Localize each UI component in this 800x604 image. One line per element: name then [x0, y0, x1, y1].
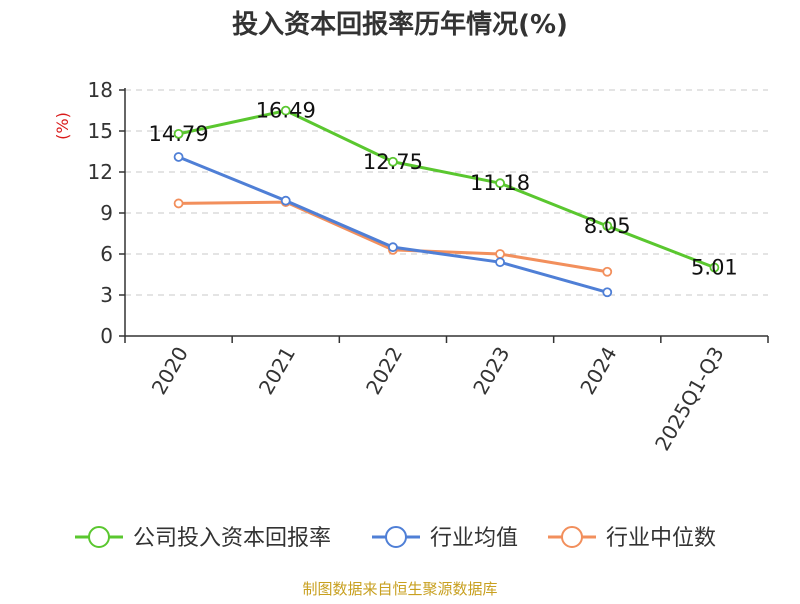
- chart-title: 投入资本回报率历年情况(%): [232, 9, 568, 40]
- series-lines[interactable]: [173, 105, 720, 298]
- data-point[interactable]: [388, 242, 398, 253]
- data-label: 16.49: [256, 99, 316, 123]
- legend-marker-icon: [385, 526, 407, 548]
- data-point[interactable]: [280, 195, 291, 206]
- data-point[interactable]: [495, 257, 505, 268]
- y-axis-label: (%): [53, 112, 72, 140]
- data-point[interactable]: [602, 266, 613, 277]
- legend-label: 行业均值: [430, 526, 518, 551]
- y-tick-label: 0: [100, 324, 113, 348]
- legend-item[interactable]: 行业中位数: [548, 526, 716, 551]
- series-line[interactable]: [178, 109, 715, 269]
- series-line[interactable]: [178, 155, 608, 294]
- legend-label: 行业中位数: [606, 526, 716, 551]
- data-label: 11.18: [470, 171, 530, 195]
- x-tick-label: 2020: [147, 343, 193, 399]
- data-point[interactable]: [173, 152, 184, 162]
- data-label: 12.75: [363, 150, 423, 174]
- grid-lines: [125, 89, 768, 296]
- data-point[interactable]: [602, 287, 613, 298]
- data-point[interactable]: [173, 128, 184, 139]
- x-tick-label: 2022: [361, 343, 407, 399]
- source-note: 制图数据来自恒生聚源数据库: [302, 580, 497, 598]
- x-tick-label: 2023: [468, 343, 514, 399]
- x-tick-label: 2021: [254, 343, 300, 399]
- data-point[interactable]: [280, 105, 291, 116]
- data-point[interactable]: [709, 262, 720, 273]
- legend[interactable]: 公司投入资本回报率 行业均值 行业中位数: [75, 526, 716, 551]
- data-label: 8.05: [584, 214, 631, 238]
- y-tick-label: 12: [88, 160, 113, 184]
- x-tick-label: 2024: [575, 343, 621, 399]
- y-tick-label: 15: [88, 119, 113, 143]
- data-point[interactable]: [602, 221, 613, 231]
- legend-marker-icon: [88, 526, 110, 548]
- y-tick-label: 6: [100, 242, 113, 266]
- data-point[interactable]: [388, 156, 398, 167]
- legend-marker-icon: [561, 526, 583, 548]
- data-point[interactable]: [495, 249, 505, 259]
- data-labels: 14.79 16.49 12.75 11.18 8.05 5.01: [149, 99, 738, 280]
- legend-label: 公司投入资本回报率: [133, 526, 331, 551]
- y-tick-label: 9: [100, 201, 113, 225]
- y-tick-label: 18: [88, 78, 113, 102]
- legend-item[interactable]: 公司投入资本回报率: [75, 526, 331, 551]
- legend-item[interactable]: 行业均值: [372, 526, 518, 551]
- data-point[interactable]: [495, 178, 505, 189]
- data-label: 14.79: [149, 122, 209, 146]
- data-label: 5.01: [691, 256, 738, 280]
- data-point[interactable]: [173, 198, 184, 209]
- x-tick-label: 2025Q1-Q3: [650, 343, 729, 455]
- y-tick-label: 3: [100, 283, 113, 307]
